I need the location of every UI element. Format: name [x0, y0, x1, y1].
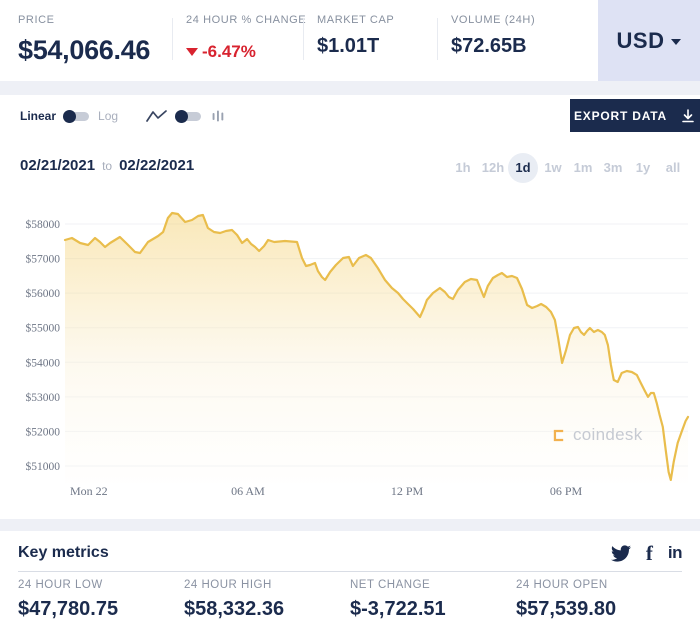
stat-market-cap: MARKET CAP $1.01T — [317, 14, 394, 58]
price-chart-svg[interactable]: $51000 $52000 $53000 $54000 $55000 $56000 $570… — [0, 195, 700, 505]
range-button-12h[interactable]: 12h — [481, 160, 505, 175]
chart-card: Linear Log EXPORT DATA 02/21/2021 to 02/… — [0, 95, 700, 519]
currency-selector[interactable]: USD — [598, 0, 700, 81]
range-button-1m[interactable]: 1m — [573, 160, 593, 175]
metric-label: 24 HOUR HIGH — [184, 579, 272, 591]
line-chart-icon[interactable] — [146, 109, 168, 124]
range-button-1w[interactable]: 1w — [544, 160, 562, 175]
twitter-icon[interactable] — [610, 544, 631, 562]
metric-24h-high: 24 HOUR HIGH $58,332.36 — [184, 579, 350, 621]
metric-label: 24 HOUR OPEN — [516, 579, 608, 591]
metric-label: 24 HOUR LOW — [18, 579, 103, 591]
price-area — [65, 213, 688, 483]
to-label: to — [102, 158, 113, 173]
divider — [303, 18, 304, 60]
log-scale-option[interactable]: Log — [98, 109, 119, 123]
currency-value: USD — [616, 27, 665, 53]
divider — [172, 18, 173, 60]
coindesk-watermark: coindesk — [551, 425, 643, 445]
metric-net-change: NET CHANGE $-3,722.51 — [350, 579, 516, 621]
export-data-button[interactable]: EXPORT DATA — [570, 99, 700, 132]
range-button-all[interactable]: all — [665, 160, 681, 175]
date-range-row: 02/21/2021 to 02/22/2021 — [20, 157, 194, 174]
y-axis-label: $54000 — [26, 356, 61, 369]
facebook-icon[interactable]: f — [645, 540, 653, 565]
coindesk-logo-icon — [553, 429, 564, 441]
linear-scale-option[interactable]: Linear — [20, 109, 57, 123]
y-axis-label: $55000 — [26, 322, 61, 335]
price-value: $54,066.46 — [18, 35, 151, 65]
y-axis-label: $53000 — [26, 391, 61, 404]
market-cap-value: $1.01T — [317, 35, 380, 57]
price-chart[interactable]: $51000 $52000 $53000 $54000 $55000 $56000 $570… — [0, 195, 700, 505]
metric-value: $47,780.75 — [18, 598, 119, 620]
volume-value: $72.65B — [451, 35, 527, 57]
candlestick-chart-icon[interactable] — [210, 108, 226, 124]
divider — [437, 18, 438, 60]
export-data-label: EXPORT DATA — [573, 108, 668, 123]
price-label: PRICE — [18, 14, 55, 26]
social-share-row: f in — [610, 540, 683, 566]
change-value: -6.47% — [202, 42, 256, 61]
end-date-field[interactable]: 02/22/2021 — [119, 157, 195, 174]
metric-24h-low: 24 HOUR LOW $47,780.75 — [18, 579, 184, 621]
key-metrics-grid: 24 HOUR LOW $47,780.75 24 HOUR HIGH $58,… — [18, 579, 682, 621]
y-axis-label: $51000 — [26, 460, 61, 473]
range-button-1d[interactable]: 1d — [508, 153, 538, 183]
download-icon — [682, 108, 694, 122]
metric-value: $-3,722.51 — [350, 598, 446, 620]
time-range-buttons: 1h 12h 1d 1w 1m 3m 1y all — [448, 153, 688, 183]
start-date-field[interactable]: 02/21/2021 — [20, 157, 96, 174]
price-line — [63, 211, 690, 481]
volume-label: VOLUME (24H) — [451, 14, 536, 26]
change-label: 24 HOUR % CHANGE — [186, 14, 307, 26]
market-cap-label: MARKET CAP — [317, 14, 395, 26]
x-axis-label: 12 PM — [391, 484, 424, 498]
range-button-3m[interactable]: 3m — [603, 160, 623, 175]
metric-value: $58,332.36 — [184, 598, 285, 620]
stat-volume: VOLUME (24H) $72.65B — [451, 14, 535, 58]
metric-label: NET CHANGE — [350, 579, 431, 591]
stat-price: PRICE $54,066.46 — [18, 14, 150, 66]
x-axis-label: 06 AM — [231, 484, 265, 498]
range-button-1y[interactable]: 1y — [635, 160, 651, 175]
price-stats-bar: PRICE $54,066.46 24 HOUR % CHANGE -6.47%… — [0, 0, 700, 81]
chart-type-toggle[interactable] — [175, 109, 202, 123]
range-button-1h[interactable]: 1h — [455, 160, 471, 175]
arrow-down-icon — [186, 48, 198, 56]
y-axis-label: $57000 — [26, 253, 61, 266]
chart-controls: Linear Log — [20, 108, 226, 124]
y-axis-label: $52000 — [26, 425, 61, 438]
scale-toggle[interactable] — [63, 109, 90, 123]
divider — [18, 571, 682, 572]
metric-value: $57,539.80 — [516, 598, 617, 620]
chevron-down-icon — [671, 39, 682, 45]
y-axis-label: $58000 — [26, 218, 61, 231]
x-axis-label: Mon 22 — [70, 484, 108, 498]
x-axis-label: 06 PM — [550, 484, 583, 498]
y-axis-label: $56000 — [26, 287, 61, 300]
coindesk-watermark-text: coindesk — [573, 425, 643, 444]
linkedin-icon[interactable]: in — [667, 543, 683, 562]
stat-change: 24 HOUR % CHANGE -6.47% — [186, 14, 306, 62]
metric-24h-open: 24 HOUR OPEN $57,539.80 — [516, 579, 682, 621]
key-metrics-title: Key metrics — [18, 544, 109, 561]
key-metrics-card: Key metrics f in 24 HOUR LOW $47,780.75 … — [0, 531, 700, 631]
